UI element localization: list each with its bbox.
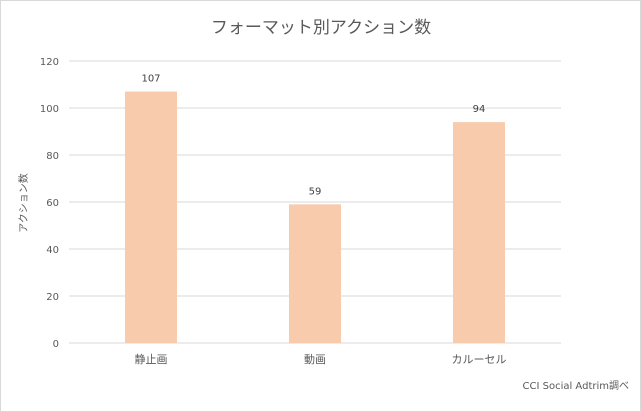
bar [453,122,505,343]
data-labels: 107 59 94 [141,74,485,198]
y-tick-label: 120 [40,57,59,68]
category-labels: 静止画 動画 カルーセル [135,352,507,366]
chart-title: フォーマット別アクション数 [211,18,431,38]
y-tick-label: 80 [46,151,59,162]
y-axis-label: アクション数 [17,173,30,233]
category-label: カルーセル [452,353,507,366]
category-label: 動画 [304,352,326,366]
y-tick-label: 0 [53,339,59,350]
y-tick-label: 40 [46,245,59,256]
y-tick-labels: 0 20 40 60 80 100 120 [40,57,59,350]
data-label: 59 [309,186,322,197]
category-label: 静止画 [135,352,168,366]
y-tick-label: 20 [46,292,59,303]
bar [289,204,341,343]
data-label: 107 [141,74,160,85]
y-tick-label: 60 [46,198,59,209]
source-note: CCI Social Adtrim調べ [523,379,629,392]
data-label: 94 [473,104,486,115]
bars [125,91,505,343]
y-tick-label: 100 [40,104,59,115]
bar [125,91,177,343]
